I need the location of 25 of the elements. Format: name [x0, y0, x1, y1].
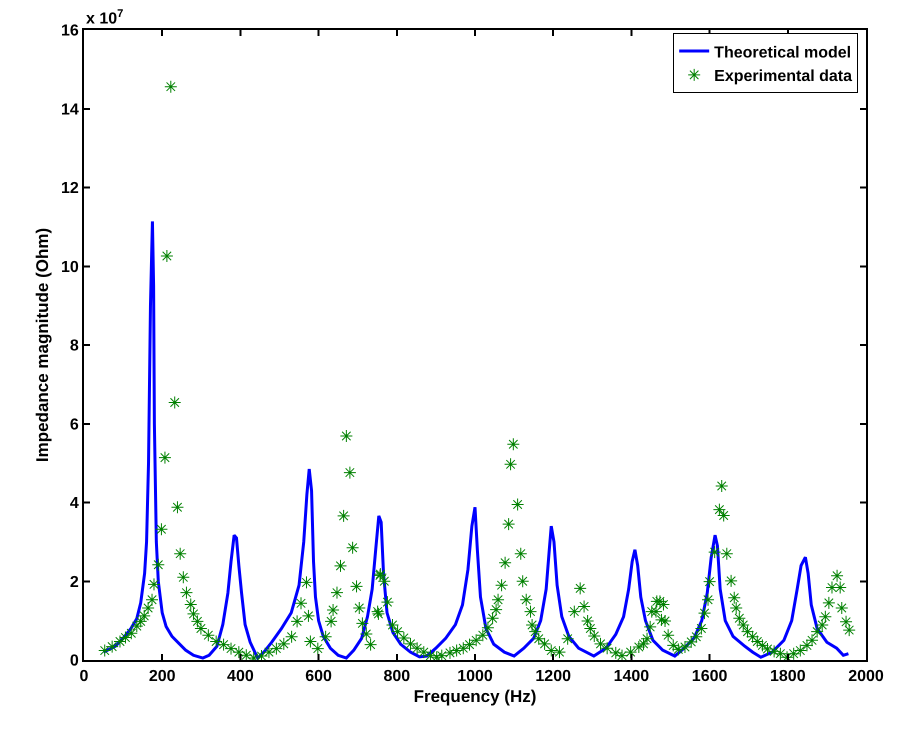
x-tick-label: 600 — [305, 668, 332, 686]
y-tick-label: 6 — [70, 416, 79, 434]
legend-label: Experimental data — [714, 68, 852, 86]
text: x 10$^{7}$ — [86, 8, 124, 28]
y-tick-label: 2 — [70, 574, 79, 591]
y-axis-title: Impedance magnitude (Ohm) — [33, 228, 52, 462]
x-tick-label: 1800 — [770, 668, 806, 686]
x-tick-label: 1200 — [535, 668, 572, 686]
y-tick-label: 16 — [61, 22, 79, 40]
x-tick-label: 1600 — [692, 668, 728, 686]
x-tick-label: 800 — [383, 668, 410, 686]
x-tick-label: 1000 — [457, 668, 493, 686]
x-axis-title: Frequency (Hz) — [414, 687, 536, 706]
x-tick-label: 400 — [227, 668, 254, 686]
x-tick-label: 2000 — [848, 668, 884, 686]
y-tick-label: 4 — [70, 495, 79, 512]
y-tick-label: 12 — [61, 180, 79, 198]
x-tick-label: 200 — [148, 668, 176, 686]
legend-label: Theoretical model — [714, 44, 852, 62]
x-tick-label: 1400 — [614, 668, 650, 686]
y-tick-label: 0 — [70, 652, 79, 670]
y-tick-label: 10 — [61, 258, 79, 276]
y-tick-label: 14 — [61, 101, 79, 118]
y-tick-label: 8 — [70, 338, 79, 355]
line-series — [102, 220, 850, 660]
